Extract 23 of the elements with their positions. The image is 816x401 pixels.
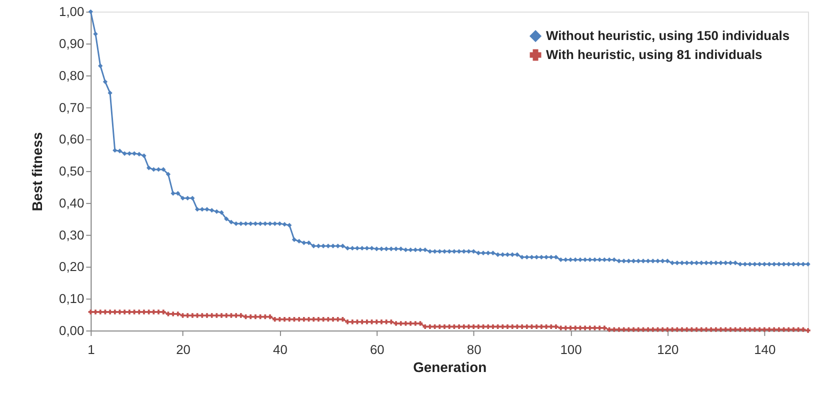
y-tick-label: 1,00	[59, 4, 84, 20]
x-tick-label: 1	[88, 342, 95, 357]
x-tick-label: 20	[176, 342, 190, 357]
y-tick-label: 0,30	[59, 227, 84, 242]
y-tick-label: 0,50	[59, 164, 84, 179]
y-tick-label: 0,90	[59, 36, 84, 52]
y-tick-label: 0,20	[59, 259, 84, 274]
legend-label: With heuristic, using 81 individuals	[546, 46, 762, 62]
y-axis-title: Best fitness	[29, 132, 46, 212]
x-tick-label: 40	[273, 342, 288, 357]
x-tick-label: 60	[370, 342, 384, 357]
x-tick-label: 100	[560, 342, 582, 357]
y-tick-label: 0,10	[59, 291, 84, 306]
y-tick-label: 0,40	[59, 195, 84, 210]
y-tick-label: 0,80	[59, 68, 84, 83]
y-tick-label: 0,00	[59, 322, 84, 338]
x-tick-label: 120	[657, 342, 679, 357]
y-tick-label: 0,70	[59, 100, 84, 115]
legend-label: Without heuristic, using 150 individuals	[546, 28, 790, 44]
x-axis-title: Generation	[413, 358, 487, 375]
x-tick-label: 140	[754, 342, 776, 357]
y-tick-label: 0,60	[59, 132, 84, 147]
x-tick-label: 80	[466, 342, 482, 357]
